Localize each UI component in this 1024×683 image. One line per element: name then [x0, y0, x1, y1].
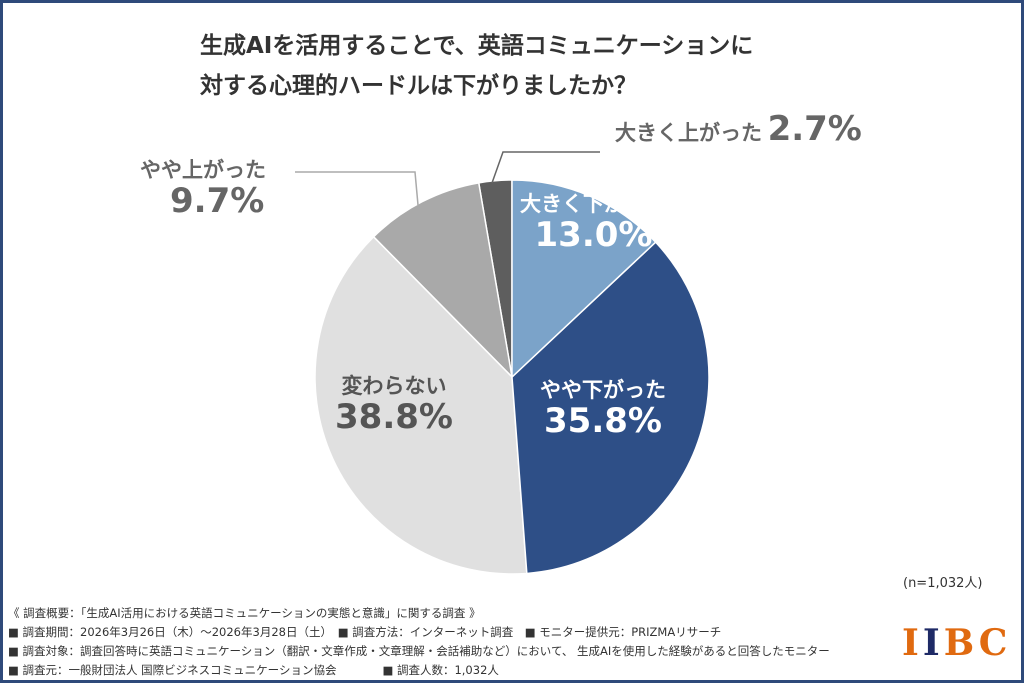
note-line: ■ 調査期間：2026年3月26日（木）～2026年3月28日（土） ■ 調査方…	[8, 625, 722, 639]
chart-title: 生成AIを活用することで、英語コミュニケーションに 対する心理的ハードルは下がり…	[200, 26, 753, 106]
label-large-down: 大きく下がった 13.0%	[520, 192, 667, 256]
pie-slice-3	[372, 181, 514, 380]
pie-slice-2	[314, 235, 528, 575]
pie-slice-0	[511, 179, 657, 379]
leader-line-large-up	[491, 151, 600, 184]
note-line: 《 調査概要：「生成AI活用における英語コミュニケーションの実態と意識」に関する…	[8, 606, 481, 620]
survey-notes: 《 調査概要：「生成AI活用における英語コミュニケーションの実態と意識」に関する…	[8, 604, 830, 680]
leader-line-slight-up	[405, 171, 419, 206]
label-slight-down: やや下がった 35.8%	[540, 378, 666, 442]
title-line-2: 対する心理的ハードルは下がりましたか？	[200, 73, 637, 99]
label-large-up: 大きく上がった 2.7%	[615, 109, 862, 149]
title-line-1: 生成AIを活用することで、英語コミュニケーションに	[200, 33, 754, 59]
note-line: ■ 調査対象：調査回答時に英語コミュニケーション（翻訳・文章作成・文章理解・会話…	[8, 644, 830, 658]
iibc-logo: IIBC	[902, 622, 1012, 664]
pie-slice-1	[511, 241, 710, 575]
note-line: ■ 調査元：一般財団法人 国際ビジネスコミュニケーション協会 ■ 調査人数：1,…	[8, 663, 499, 677]
label-slight-up: やや上がった 9.7%	[140, 158, 266, 222]
label-unchanged: 変わらない 38.8%	[335, 374, 453, 438]
sample-size: (n=1,032人)	[903, 576, 983, 591]
